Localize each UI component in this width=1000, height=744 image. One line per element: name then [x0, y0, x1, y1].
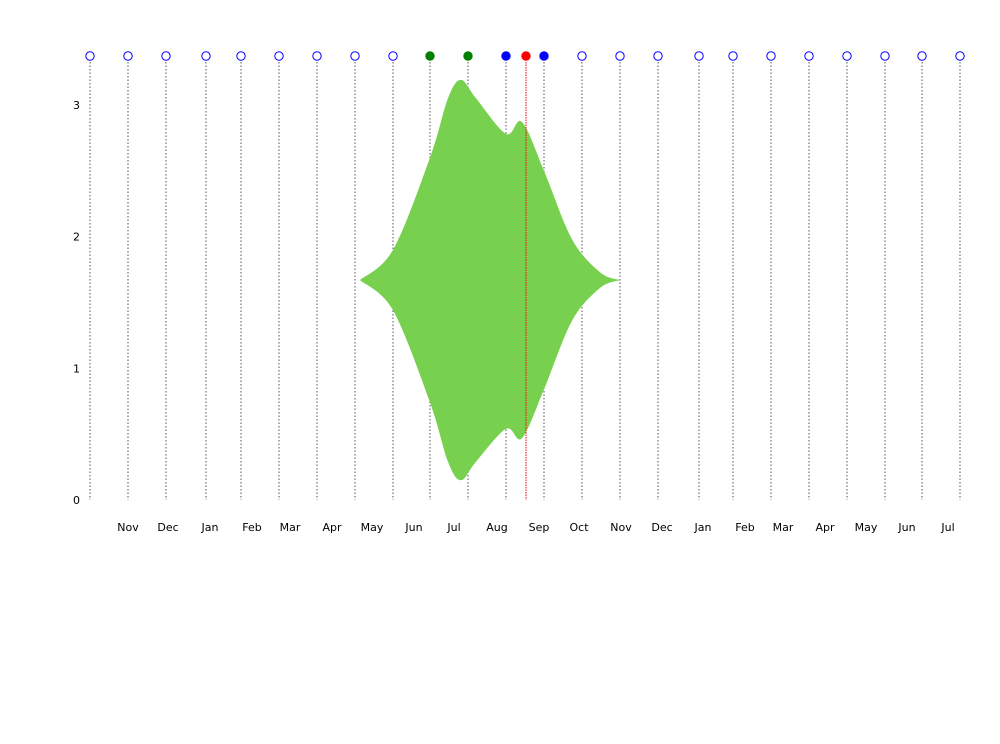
x-axis-ticks: Nov Dec Jan Feb Mar Apr May Jun Jul Aug Sep Oct Nov D…	[117, 521, 954, 534]
open-timeline-marker	[842, 51, 852, 61]
x-tick-label: Mar	[280, 521, 301, 534]
open-timeline-marker	[312, 51, 322, 61]
open-timeline-marker	[236, 51, 246, 61]
x-tick-label: May	[361, 521, 384, 534]
x-tick-label: Mar	[773, 521, 794, 534]
open-timeline-marker	[274, 51, 284, 61]
x-tick-label: Jul	[446, 521, 460, 534]
open-timeline-marker	[653, 51, 663, 61]
open-timeline-marker	[388, 51, 398, 61]
x-tick-label: Feb	[242, 521, 261, 534]
x-tick-label: Aug	[486, 521, 507, 534]
y-tick-label: 3	[73, 99, 80, 112]
open-timeline-marker	[694, 51, 704, 61]
filled-timeline-marker	[539, 51, 549, 61]
open-timeline-marker	[955, 51, 965, 61]
open-timeline-marker	[766, 51, 776, 61]
open-timeline-marker	[577, 51, 587, 61]
x-tick-label: Jul	[940, 521, 954, 534]
grid-lines	[89, 62, 961, 500]
y-tick-label: 1	[73, 362, 80, 375]
x-tick-label: Oct	[569, 521, 589, 534]
x-tick-label: Dec	[157, 521, 178, 534]
x-tick-label: Nov	[610, 521, 632, 534]
x-tick-label: Sep	[529, 521, 550, 534]
y-tick-label: 2	[73, 231, 80, 244]
filled-timeline-marker	[501, 51, 511, 61]
open-timeline-marker	[615, 51, 625, 61]
x-tick-label: Dec	[651, 521, 672, 534]
x-tick-label: Jun	[897, 521, 915, 534]
x-tick-label: Jun	[404, 521, 422, 534]
current-date-marker	[521, 51, 531, 61]
open-timeline-marker	[880, 51, 890, 61]
y-axis-ticks: 0 1 2 3	[73, 99, 80, 507]
open-timeline-marker	[804, 51, 814, 61]
open-timeline-marker	[201, 51, 211, 61]
filled-timeline-marker	[425, 51, 435, 61]
x-tick-label: Nov	[117, 521, 139, 534]
y-tick-label: 0	[73, 494, 80, 507]
open-timeline-marker	[728, 51, 738, 61]
x-tick-label: Jan	[694, 521, 712, 534]
open-timeline-marker	[123, 51, 133, 61]
x-tick-label: Apr	[322, 521, 342, 534]
filled-timeline-marker	[463, 51, 473, 61]
x-tick-label: Feb	[735, 521, 754, 534]
open-timeline-marker	[85, 51, 95, 61]
open-timeline-marker	[350, 51, 360, 61]
x-tick-label: Jan	[201, 521, 219, 534]
timeline-markers	[85, 51, 965, 61]
x-tick-label: May	[855, 521, 878, 534]
open-timeline-marker	[161, 51, 171, 61]
open-timeline-marker	[917, 51, 927, 61]
x-tick-label: Apr	[815, 521, 835, 534]
band-area	[360, 79, 620, 481]
